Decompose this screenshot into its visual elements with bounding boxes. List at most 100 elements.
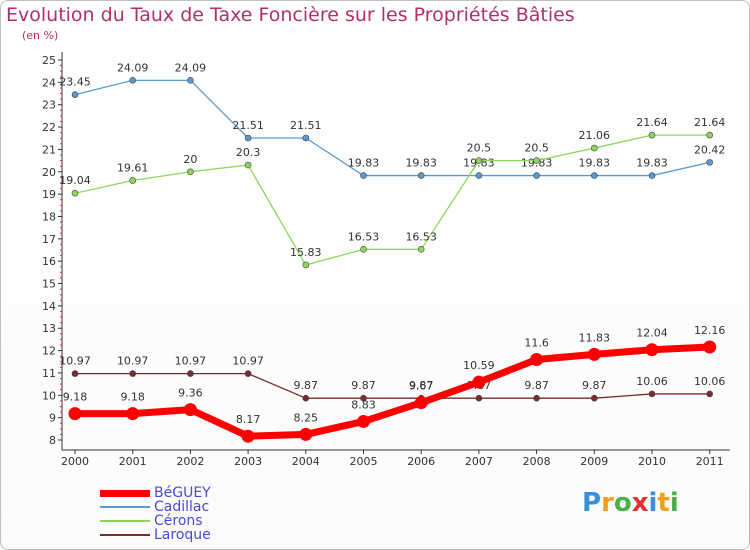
data-label-bguey: 11.6 <box>524 337 549 350</box>
data-point-cadillac <box>417 172 425 179</box>
data-label-laroque: 10.97 <box>59 355 91 368</box>
data-label-cadillac: 19.83 <box>636 157 668 170</box>
data-label-bguey: 12.16 <box>694 324 726 337</box>
data-point-cadillac <box>129 77 136 84</box>
y-tick-label: 23 <box>42 99 56 112</box>
data-point-laroque <box>129 370 136 377</box>
data-point-crons <box>706 131 714 139</box>
data-point-cadillac <box>648 172 656 179</box>
data-point-laroque <box>706 390 714 398</box>
x-tick-label: 2001 <box>119 455 147 468</box>
data-label-cadillac: 21.51 <box>232 119 264 132</box>
data-label-bguey: 12.04 <box>636 327 668 340</box>
legend-label: Cadillac <box>154 499 210 515</box>
legend-swatch <box>100 506 150 508</box>
data-point-crons <box>71 189 79 197</box>
y-tick-label: 8 <box>49 434 56 447</box>
data-label-cadillac: 21.51 <box>290 119 322 132</box>
data-point-crons <box>244 161 252 169</box>
y-tick-label: 18 <box>42 210 56 223</box>
y-tick-label: 15 <box>42 278 56 291</box>
data-label-crons: 21.06 <box>579 129 611 142</box>
data-point-cadillac <box>475 172 483 179</box>
data-label-crons: 20.5 <box>524 142 549 155</box>
data-label-bguey: 9.18 <box>120 391 145 404</box>
data-point-bguey <box>530 353 544 367</box>
data-label-cadillac: 23.45 <box>59 76 91 89</box>
x-tick-label: 2011 <box>696 455 724 468</box>
x-tick-label: 2010 <box>638 455 666 468</box>
data-label-bguey: 8.17 <box>236 413 261 426</box>
y-tick-label: 10 <box>42 389 56 402</box>
data-point-cadillac <box>244 134 252 142</box>
data-label-bguey: 9.67 <box>409 380 434 393</box>
data-label-laroque: 9.87 <box>294 379 319 392</box>
data-label-laroque: 10.97 <box>232 355 264 368</box>
x-tick-label: 2002 <box>176 455 204 468</box>
y-tick-label: 22 <box>42 121 56 134</box>
data-label-cadillac: 24.09 <box>175 61 207 74</box>
data-label-crons: 19.61 <box>117 161 149 174</box>
data-point-bguey <box>472 375 486 389</box>
x-tick-label: 2005 <box>350 455 378 468</box>
chart-title: Evolution du Taux de Taxe Foncière sur l… <box>6 4 575 26</box>
x-tick-label: 2000 <box>61 455 89 468</box>
data-point-crons <box>302 261 310 269</box>
data-label-bguey: 8.83 <box>351 398 376 411</box>
data-point-cadillac <box>302 134 310 142</box>
y-tick-label: 16 <box>42 255 56 268</box>
data-point-laroque <box>244 370 252 377</box>
x-tick-label: 2009 <box>580 455 608 468</box>
data-point-bguey <box>703 340 717 354</box>
data-point-crons <box>187 168 194 176</box>
x-tick-label: 2003 <box>234 455 262 468</box>
data-point-crons <box>417 246 425 253</box>
data-label-crons: 15.83 <box>290 246 322 259</box>
x-tick-label: 2007 <box>465 455 493 468</box>
data-point-bguey <box>299 427 313 441</box>
data-label-crons: 20.3 <box>236 146 261 159</box>
data-point-crons <box>129 177 136 184</box>
data-label-cadillac: 19.83 <box>405 157 437 170</box>
data-label-cadillac: 19.83 <box>348 157 380 170</box>
data-point-bguey <box>126 407 140 421</box>
y-tick-label: 21 <box>42 143 56 156</box>
x-tick-label: 2006 <box>407 455 435 468</box>
data-label-crons: 16.53 <box>405 230 437 243</box>
data-point-bguey <box>68 407 82 421</box>
data-point-laroque <box>302 394 310 402</box>
series-line-crons <box>74 134 710 266</box>
data-label-bguey: 10.59 <box>463 359 495 372</box>
data-label-crons: 20 <box>183 153 197 166</box>
legend-label: Cérons <box>154 513 203 529</box>
y-tick-label: 17 <box>42 233 56 246</box>
y-tick-label: 11 <box>42 367 56 380</box>
data-label-bguey: 9.36 <box>178 387 203 400</box>
data-label-bguey: 8.25 <box>294 411 319 424</box>
data-point-crons <box>533 157 540 164</box>
data-label-cadillac: 24.09 <box>117 61 149 74</box>
data-point-laroque <box>648 390 656 398</box>
proxiti-logo: Proxiti <box>582 488 679 518</box>
x-tick-label: 2004 <box>292 455 320 468</box>
data-label-crons: 21.64 <box>694 116 726 129</box>
legend-item: Cadillac <box>100 500 211 514</box>
legend-item: Laroque <box>100 528 211 542</box>
legend-swatch <box>100 534 150 536</box>
series-line-laroque <box>75 372 710 399</box>
data-point-laroque <box>533 394 540 402</box>
legend-swatch <box>100 489 150 497</box>
data-point-bguey <box>414 396 428 410</box>
data-point-crons <box>475 157 483 164</box>
data-point-laroque <box>71 370 79 377</box>
y-tick-label: 9 <box>49 412 56 425</box>
y-tick-label: 14 <box>42 300 56 313</box>
series-line-cadillac <box>74 79 710 177</box>
data-point-bguey <box>587 347 601 361</box>
data-label-laroque: 10.06 <box>636 375 668 388</box>
data-point-cadillac <box>187 77 194 84</box>
legend-item: Cérons <box>100 514 211 528</box>
data-point-laroque <box>187 370 194 377</box>
data-point-crons <box>360 246 367 253</box>
